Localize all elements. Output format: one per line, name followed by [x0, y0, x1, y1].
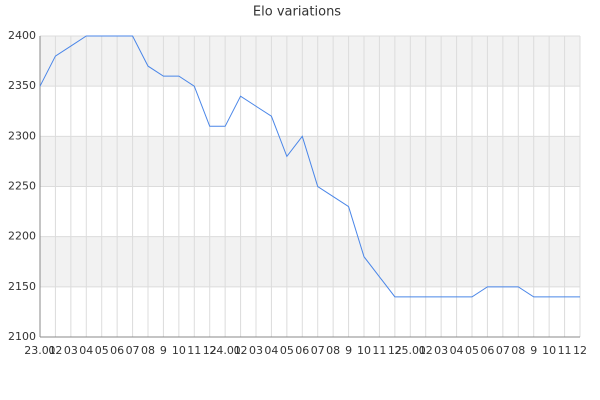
x-tick-label: 02 — [234, 344, 248, 357]
x-tick-label: 05 — [465, 344, 479, 357]
x-tick-label: 11 — [187, 344, 201, 357]
x-tick-label: 25.01 — [395, 344, 427, 357]
chart-title: Elo variations — [253, 5, 341, 20]
x-tick-label: 11 — [558, 344, 572, 357]
y-tick-label: 2400 — [8, 29, 36, 42]
x-tick-label: 05 — [95, 344, 109, 357]
x-tick-label: 9 — [530, 344, 537, 357]
x-tick-label: 03 — [249, 344, 263, 357]
band — [40, 236, 580, 287]
x-tick-label: 08 — [141, 344, 155, 357]
x-tick-label: 06 — [110, 344, 124, 357]
x-tick-label: 08 — [511, 344, 525, 357]
x-tick-label: 10 — [357, 344, 371, 357]
y-tick-label: 2200 — [8, 230, 36, 243]
x-tick-label: 12 — [203, 344, 217, 357]
y-tick-label: 2350 — [8, 79, 36, 92]
x-tick-label: 11 — [372, 344, 386, 357]
y-tick-label: 2150 — [8, 280, 36, 293]
x-tick-label: 07 — [126, 344, 140, 357]
x-tick-label: 02 — [48, 344, 62, 357]
x-tick-label: 10 — [542, 344, 556, 357]
line — [39, 35, 580, 298]
x-tick-label: 08 — [326, 344, 340, 357]
x-tick-label: 06 — [480, 344, 494, 357]
x-tick-label: 12 — [573, 344, 587, 357]
x-tick-label: 07 — [496, 344, 510, 357]
band — [40, 36, 580, 87]
y-tick-label: 2100 — [8, 330, 36, 343]
x-tick-label: 03 — [434, 344, 448, 357]
x-tick-label: 24.01 — [209, 344, 241, 357]
x-tick-label: 07 — [311, 344, 325, 357]
x-tick-label: 12 — [388, 344, 402, 357]
x-tick-label: 04 — [264, 344, 278, 357]
y-tick-label: 2300 — [8, 129, 36, 142]
x-tick-label: 10 — [172, 344, 186, 357]
x-tick-label: 04 — [79, 344, 93, 357]
x-tick-label: 06 — [295, 344, 309, 357]
x-tick-label: 9 — [160, 344, 167, 357]
x-tick-label: 23.01 — [24, 344, 56, 357]
x-tick-label: 9 — [345, 344, 352, 357]
x-tick-label: 04 — [450, 344, 464, 357]
y-tick-label: 2250 — [8, 180, 36, 193]
x-tick-label: 03 — [64, 344, 78, 357]
x-tick-label: 05 — [280, 344, 294, 357]
x-tick-label: 02 — [419, 344, 433, 357]
